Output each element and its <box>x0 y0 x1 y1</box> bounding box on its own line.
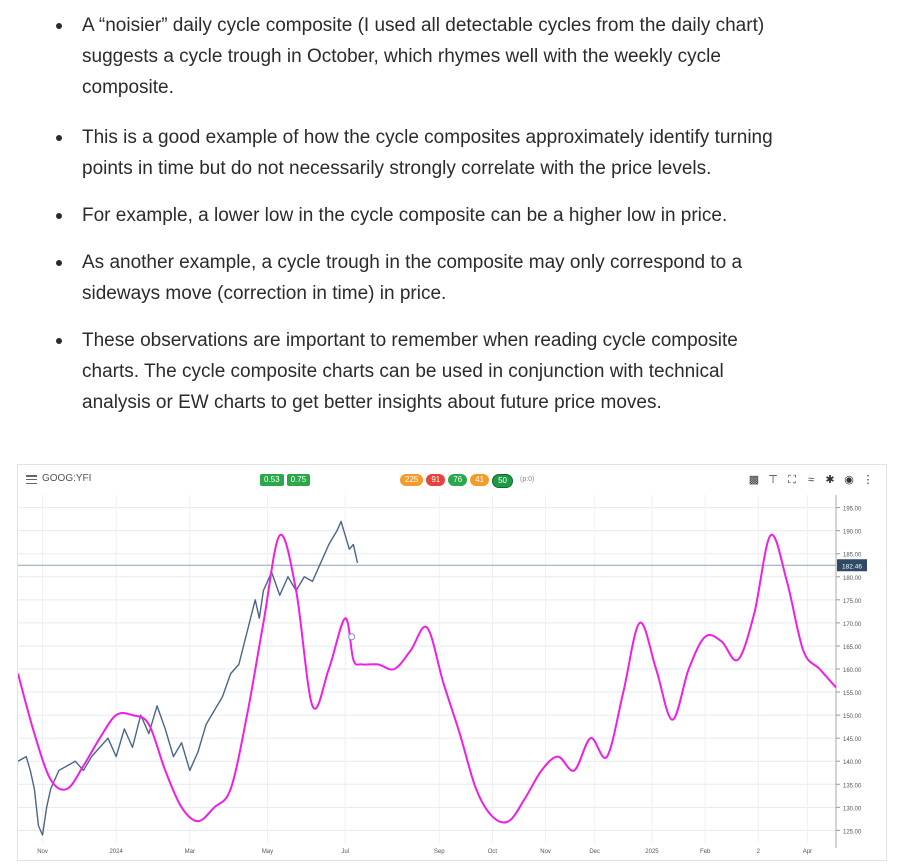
bullet-dot <box>56 23 62 29</box>
more-icon[interactable]: ⋮ <box>862 474 874 486</box>
bullet-item: A “noisier” daily cycle composite (I use… <box>56 10 882 103</box>
y-tick-label: 155.00 <box>843 691 862 697</box>
x-tick-label: Apr <box>803 849 812 855</box>
bullet-line: composite. <box>82 77 174 98</box>
x-tick-label: Oct <box>488 849 498 855</box>
bullet-item: For example, a lower low in the cycle co… <box>56 200 882 231</box>
correlation-pill[interactable]: 0.75 <box>286 474 311 486</box>
y-tick-label: 125.00 <box>843 829 862 835</box>
y-tick-label: 165.00 <box>843 645 862 651</box>
cycle-composite-line <box>18 533 837 824</box>
bullet-line: A “noisier” daily cycle composite (I use… <box>82 15 765 36</box>
x-tick-label: Nov <box>540 849 551 855</box>
y-tick-label: 135.00 <box>843 783 862 789</box>
x-tick-label: May <box>262 849 273 855</box>
y-tick-label: 160.00 <box>843 668 862 674</box>
cycle-chart-panel: GOOG:YFI 0.53 0.75 225 91 76 41 50 (p:0)… <box>17 464 887 861</box>
y-tick-label: 180.00 <box>843 576 862 582</box>
y-tick-label: 130.00 <box>843 806 862 812</box>
bullet-line: For example, a lower low in the cycle co… <box>82 205 728 226</box>
bullet-dot <box>56 260 62 266</box>
bullet-item: This is a good example of how the cycle … <box>56 122 882 184</box>
chart-tools: ▩ ⊤ ⛶ ≈ ✱ ◉ ⋮ <box>748 474 874 486</box>
y-tick-label: 170.00 <box>843 622 862 628</box>
last-price-badge <box>837 559 867 572</box>
hamburger-menu-icon[interactable] <box>26 475 37 485</box>
settings-icon[interactable]: ✱ <box>825 474 835 486</box>
x-tick-label: Dec <box>589 849 600 855</box>
cycle-pill-225[interactable]: 225 <box>400 474 424 486</box>
x-tick-label: Jul <box>341 849 349 855</box>
x-tick-label: 2 <box>757 849 761 855</box>
bullet-dot <box>56 135 62 141</box>
price-line <box>18 520 359 836</box>
bullet-item: As another example, a cycle trough in th… <box>56 247 882 309</box>
bullet-line: sideways move (correction in time) in pr… <box>82 283 447 304</box>
chart-plot[interactable]: 125.00 130.00 135.00 140.00 145.00 150.00 155.… <box>18 495 886 860</box>
chart-symbol[interactable]: GOOG:YFI <box>42 473 92 484</box>
x-tick-label: 2025 <box>645 849 659 855</box>
x-tick-label: Feb <box>700 849 711 855</box>
fullscreen-icon[interactable]: ⛶ <box>788 474 796 486</box>
bullet-item: These observations are important to reme… <box>56 325 882 418</box>
bullet-line: charts. The cycle composite charts can b… <box>82 361 724 382</box>
cycle-marker <box>348 633 356 641</box>
y-tick-label: 175.00 <box>843 599 862 605</box>
x-tick-label: 2024 <box>109 849 123 855</box>
cycle-pills: 225 91 76 41 50 (p:0) <box>400 474 534 488</box>
bullet-line: points in time but do not necessarily st… <box>82 158 712 179</box>
y-tick-label: 195.00 <box>843 507 862 513</box>
x-tick-label: Sep <box>434 849 445 855</box>
last-price-label: 182.46 <box>842 563 862 570</box>
correlation-pills: 0.53 0.75 <box>260 474 311 486</box>
cycle-pill-91[interactable]: 91 <box>426 474 446 486</box>
y-tick-label: 140.00 <box>843 760 862 766</box>
bullet-line: suggests a cycle trough in October, whic… <box>82 46 721 67</box>
compare-icon[interactable]: ≈ <box>807 474 815 486</box>
bullet-line: As another example, a cycle trough in th… <box>82 252 743 273</box>
x-tick-label: Mar <box>185 849 195 855</box>
pin-icon[interactable]: ⊤ <box>768 474 778 486</box>
y-tick-label: 185.00 <box>843 553 862 559</box>
chart-toolbar: GOOG:YFI 0.53 0.75 225 91 76 41 50 (p:0)… <box>18 465 886 495</box>
y-tick-label: 145.00 <box>843 737 862 743</box>
p-label: (p:0) <box>519 476 535 483</box>
correlation-pill[interactable]: 0.53 <box>260 474 284 486</box>
bullet-dot <box>56 338 62 344</box>
bullet-line: analysis or EW charts to get better insi… <box>82 392 662 413</box>
x-tick-label: Nov <box>37 849 48 855</box>
cycle-pill-76[interactable]: 76 <box>448 474 468 486</box>
save-icon[interactable]: ▩ <box>748 474 760 486</box>
bullet-line: This is a good example of how the cycle … <box>82 127 773 148</box>
cycle-pill-41[interactable]: 41 <box>470 474 490 486</box>
y-tick-label: 190.00 <box>843 530 862 536</box>
eye-icon[interactable]: ◉ <box>844 474 854 486</box>
bullet-line: These observations are important to reme… <box>82 330 738 351</box>
bullet-dot <box>56 213 62 219</box>
y-tick-label: 150.00 <box>843 714 862 720</box>
cycle-pill-50[interactable]: 50 <box>492 474 513 488</box>
